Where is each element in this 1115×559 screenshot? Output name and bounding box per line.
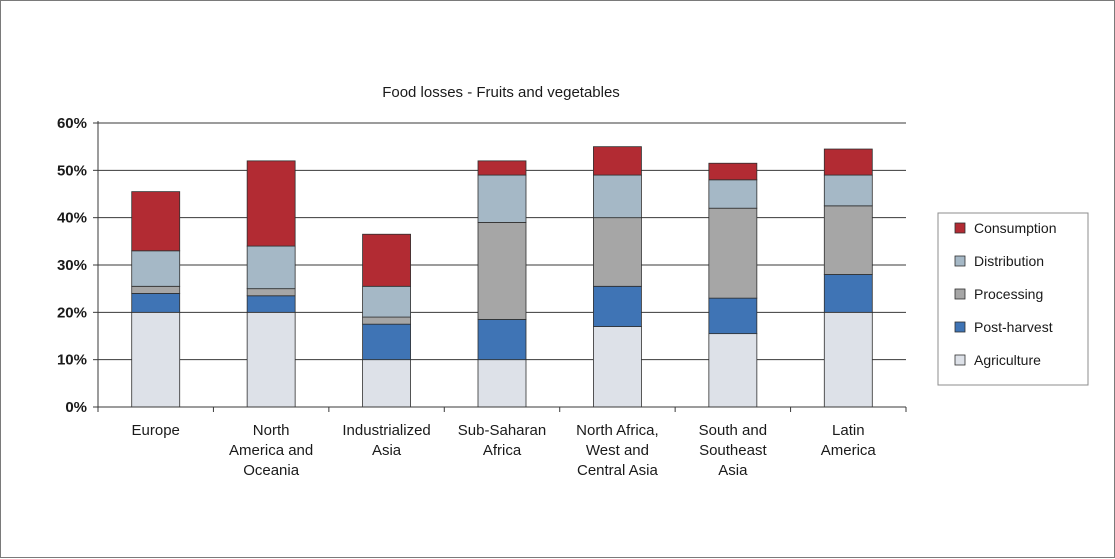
x-category-label: Industrialized: [342, 422, 430, 439]
y-tick-label: 30%: [57, 257, 87, 274]
bar-segment-processing: [246, 288, 296, 297]
y-tick-label: 20%: [57, 304, 87, 321]
bar-segment-post-harvest: [131, 292, 181, 313]
legend-swatch-processing: [954, 288, 966, 300]
legend-label-post-harvest: Post-harvest: [974, 319, 1053, 335]
legend-label-processing: Processing: [974, 286, 1043, 302]
bars: [131, 146, 873, 408]
x-category-label: Africa: [483, 442, 522, 459]
bar-segment-distribution: [362, 285, 411, 318]
bar-segment-processing: [477, 221, 527, 320]
bar-segment-agriculture: [708, 333, 758, 408]
y-tick-labels: 0% 10% 20% 30% 40% 50% 60%: [57, 115, 87, 416]
bar-segment-consumption: [823, 148, 873, 176]
bar-segment-post-harvest: [477, 319, 527, 361]
bar-segment-distribution: [823, 174, 873, 207]
x-category-label: West and: [586, 442, 649, 459]
bar-segment-processing: [708, 207, 758, 299]
x-category-label: North: [253, 422, 290, 439]
bar-segment-consumption: [362, 233, 411, 287]
bar-segment-agriculture: [362, 359, 411, 408]
legend-swatch-agriculture: [954, 354, 966, 366]
bar-segment-consumption: [246, 160, 296, 247]
bar-segment-agriculture: [246, 311, 296, 408]
x-category-label: Asia: [718, 462, 748, 479]
legend-label-distribution: Distribution: [974, 253, 1044, 269]
bar-segment-agriculture: [593, 326, 642, 408]
legend-swatch-post-harvest: [954, 321, 966, 333]
x-category-labels: Europe North America and Oceania Industriali…: [132, 422, 877, 479]
bar-segment-agriculture: [131, 311, 181, 408]
y-tick-label: 50%: [57, 162, 87, 179]
bar-segment-post-harvest: [708, 297, 758, 335]
x-category-label: North Africa,: [576, 422, 659, 439]
bar-segment-consumption: [593, 146, 642, 176]
bar-segment-post-harvest: [246, 295, 296, 313]
x-category-label: Latin: [832, 422, 865, 439]
bar-segment-agriculture: [823, 311, 873, 408]
x-category-label: America: [821, 442, 877, 459]
bar-segment-distribution: [246, 245, 296, 290]
bar-segment-agriculture: [477, 359, 527, 408]
x-category-label: America and: [229, 442, 313, 459]
x-category-label: Europe: [132, 422, 180, 439]
legend-swatch-distribution: [954, 255, 966, 267]
bar-segment-consumption: [708, 162, 758, 181]
bar-segment-distribution: [708, 179, 758, 209]
bar-segment-processing: [362, 316, 411, 325]
x-category-label: South and: [699, 422, 767, 439]
y-tick-label: 40%: [57, 210, 87, 227]
bar-segment-post-harvest: [362, 323, 411, 361]
chart-title: Food losses - Fruits and vegetables: [382, 84, 620, 101]
y-tick-label: 60%: [57, 115, 87, 132]
x-category-label: Oceania: [243, 462, 300, 479]
axes: [93, 121, 907, 412]
y-tick-label: 0%: [65, 399, 87, 416]
legend: Consumption Distribution Processing Post-ha…: [937, 212, 1089, 386]
bar-segment-consumption: [131, 191, 181, 252]
bar-segment-distribution: [131, 250, 181, 287]
bar-segment-distribution: [593, 174, 642, 219]
legend-label-agriculture: Agriculture: [974, 352, 1041, 368]
x-category-label: Sub-Saharan: [458, 422, 546, 439]
y-tick-label: 10%: [57, 352, 87, 369]
legend-swatch-consumption: [954, 222, 966, 234]
bar-segment-processing: [823, 205, 873, 275]
bar-segment-consumption: [477, 160, 527, 176]
bar-segment-post-harvest: [593, 285, 642, 327]
bar-segment-distribution: [477, 174, 527, 223]
x-category-label: Asia: [372, 442, 402, 459]
bar-segment-post-harvest: [823, 274, 873, 313]
bar-segment-processing: [593, 217, 642, 287]
legend-label-consumption: Consumption: [974, 220, 1057, 236]
x-category-label: Southeast: [699, 442, 767, 459]
x-category-label: Central Asia: [577, 462, 659, 479]
bar-segment-processing: [131, 285, 181, 294]
